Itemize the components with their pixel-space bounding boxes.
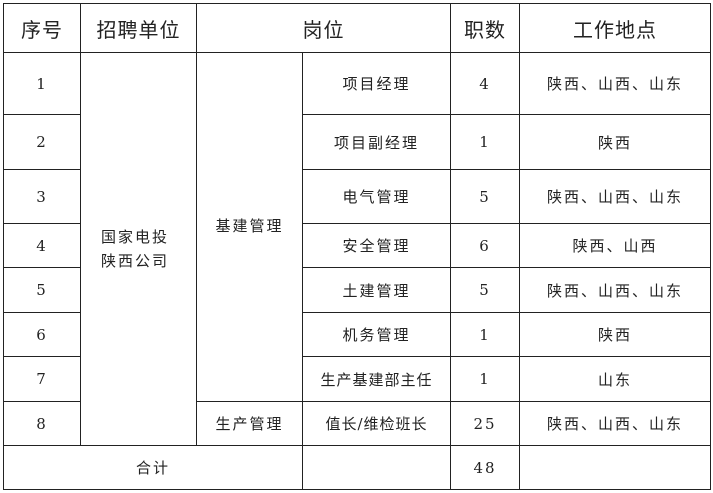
table-row: 4 安全管理 6 陕西、山西 <box>3 223 711 268</box>
row-index: 1 <box>3 52 81 115</box>
header-unit: 招聘单位 <box>80 3 197 53</box>
row-position: 机务管理 <box>302 312 451 357</box>
row-index: 6 <box>3 312 81 357</box>
row-count: 1 <box>450 114 520 170</box>
total-empty <box>302 445 451 490</box>
row-position: 电气管理 <box>302 169 451 224</box>
unit-line1: 国家电投 <box>101 228 170 246</box>
row-position: 项目经理 <box>302 52 451 115</box>
row-index: 5 <box>3 267 81 313</box>
table-row: 3 电气管理 5 陕西、山西、山东 <box>3 169 711 224</box>
row-count: 5 <box>450 169 520 224</box>
row-location: 陕西、山西、山东 <box>519 267 711 313</box>
header-position: 岗位 <box>196 3 451 53</box>
row-index: 8 <box>3 401 81 446</box>
row-location: 陕西 <box>519 312 711 357</box>
table-row: 8 生产管理 值长/维检班长 25 陕西、山西、山东 <box>3 401 711 446</box>
total-row: 合计 48 <box>3 445 711 490</box>
row-count: 25 <box>450 401 520 446</box>
row-count: 6 <box>450 223 520 268</box>
row-position: 值长/维检班长 <box>302 401 451 446</box>
header-index: 序号 <box>3 3 81 53</box>
row-location: 陕西、山西、山东 <box>519 169 711 224</box>
row-index: 7 <box>3 356 81 402</box>
row-position: 生产基建部主任 <box>302 356 451 402</box>
dept-production: 生产管理 <box>196 401 303 446</box>
header-row: 序号 招聘单位 岗位 职数 工作地点 <box>3 3 711 53</box>
row-location: 陕西、山西、山东 <box>519 401 711 446</box>
row-location: 陕西 <box>519 114 711 170</box>
dept-construction: 基建管理 <box>196 52 303 402</box>
recruitment-table: 序号 招聘单位 岗位 职数 工作地点 1 国家电投陕西公司 基建管理 项目经理 … <box>3 3 711 490</box>
row-count: 1 <box>450 356 520 402</box>
header-location: 工作地点 <box>519 3 711 53</box>
total-label: 合计 <box>3 445 303 490</box>
row-index: 2 <box>3 114 81 170</box>
row-position: 土建管理 <box>302 267 451 313</box>
table-row: 2 项目副经理 1 陕西 <box>3 114 711 170</box>
table-row: 6 机务管理 1 陕西 <box>3 312 711 357</box>
header-count: 职数 <box>450 3 520 53</box>
table-row: 7 生产基建部主任 1 山东 <box>3 356 711 402</box>
row-location: 陕西、山西、山东 <box>519 52 711 115</box>
row-location: 山东 <box>519 356 711 402</box>
unit-line2: 陕西公司 <box>101 252 170 270</box>
row-position: 安全管理 <box>302 223 451 268</box>
row-count: 5 <box>450 267 520 313</box>
total-count: 48 <box>450 445 520 490</box>
row-count: 1 <box>450 312 520 357</box>
table-row: 1 国家电投陕西公司 基建管理 项目经理 4 陕西、山西、山东 <box>3 52 711 446</box>
unit-cell: 国家电投 陕西公司 <box>80 52 197 446</box>
row-position: 项目副经理 <box>302 114 451 170</box>
row-index: 4 <box>3 223 81 268</box>
row-location: 陕西、山西 <box>519 223 711 268</box>
total-empty-location <box>519 445 711 490</box>
row-index: 3 <box>3 169 81 224</box>
table-row: 5 土建管理 5 陕西、山西、山东 <box>3 267 711 313</box>
row-count: 4 <box>450 52 520 115</box>
